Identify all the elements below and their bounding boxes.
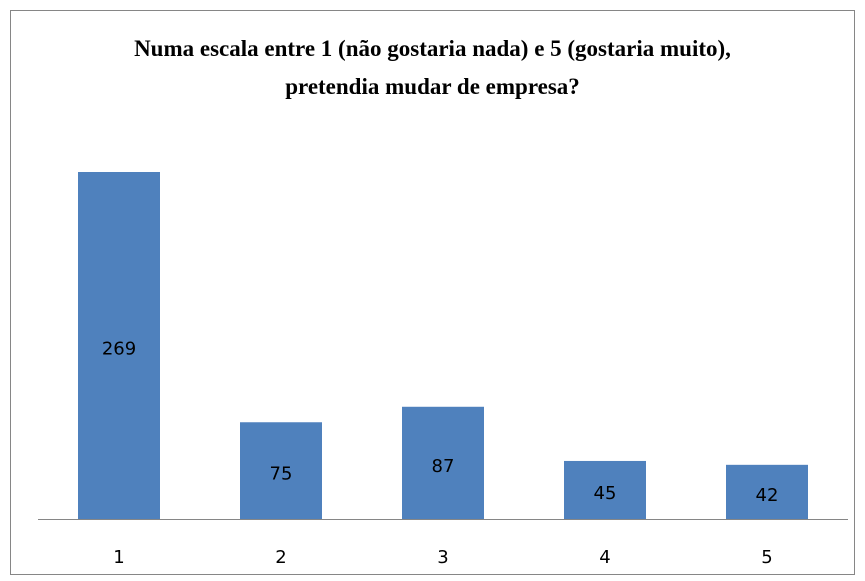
x-tick-label: 1 xyxy=(113,547,124,568)
bar xyxy=(726,464,808,519)
bar xyxy=(78,172,160,519)
data-label: 87 xyxy=(432,456,455,477)
bar xyxy=(564,460,646,519)
x-tick-label: 3 xyxy=(437,547,448,568)
data-label: 269 xyxy=(102,339,136,360)
x-tick-label: 5 xyxy=(761,547,772,568)
bar xyxy=(402,406,484,519)
x-tick-label: 4 xyxy=(599,547,610,568)
x-tick-label: 2 xyxy=(275,547,286,568)
data-label: 45 xyxy=(594,483,617,504)
data-label: 42 xyxy=(756,485,779,506)
bar xyxy=(240,422,322,519)
chart-title: Numa escala entre 1 (não gostaria nada) … xyxy=(134,36,731,99)
data-label: 75 xyxy=(270,464,293,485)
